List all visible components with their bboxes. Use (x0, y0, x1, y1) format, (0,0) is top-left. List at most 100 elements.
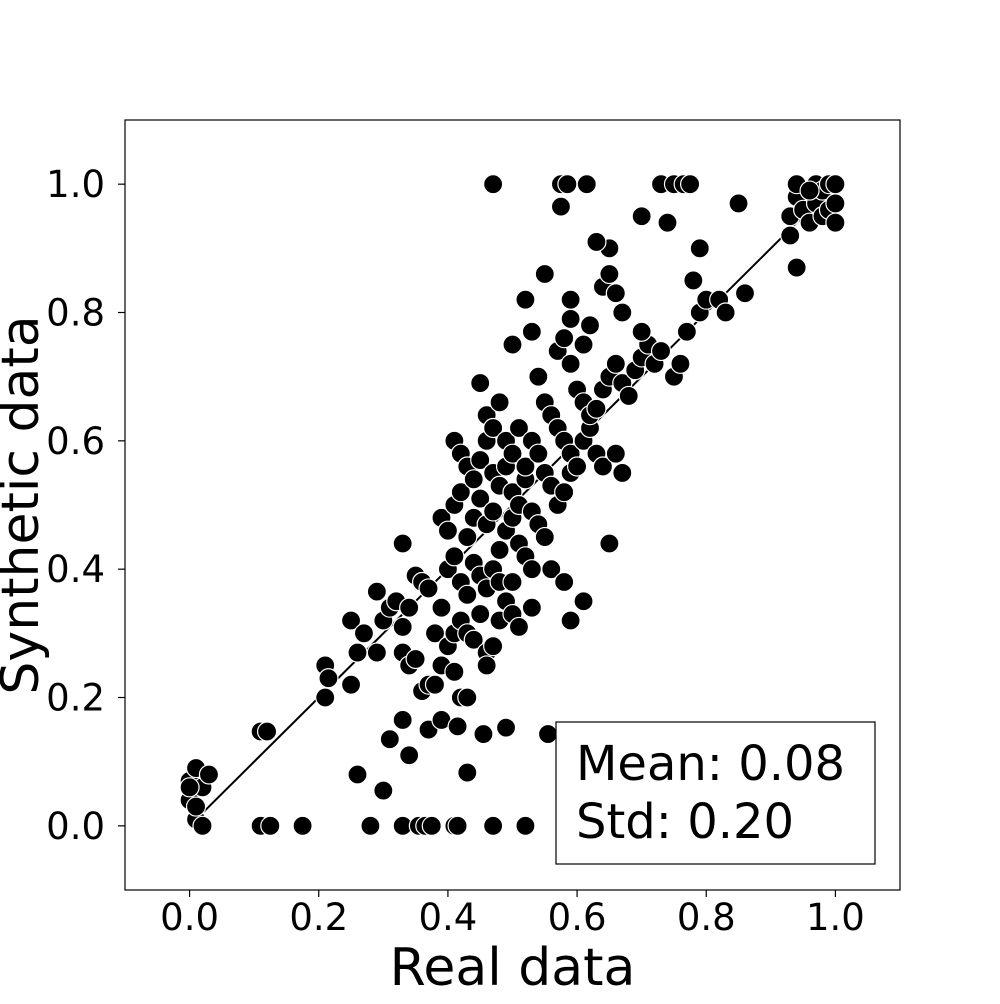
data-point (566, 456, 588, 477)
data-point (521, 321, 542, 342)
data-point (537, 723, 559, 745)
data-point (586, 398, 607, 419)
data-point (483, 815, 504, 836)
data-point (515, 456, 536, 477)
data-point (528, 443, 549, 464)
data-point (534, 526, 555, 548)
data-point (557, 174, 578, 195)
mean-label: Mean: 0.08 (576, 736, 845, 792)
data-point (573, 591, 594, 612)
data-point (366, 581, 387, 602)
data-point (689, 238, 710, 259)
data-point (592, 456, 614, 477)
data-point (366, 642, 387, 663)
data-point (431, 597, 452, 618)
data-point (576, 174, 597, 195)
data-point (502, 443, 523, 464)
data-point (405, 648, 426, 670)
data-point (470, 488, 491, 509)
data-point (541, 559, 562, 580)
y-tick-label: 0.2 (46, 677, 105, 720)
data-point (437, 520, 459, 541)
x-axis-label: Real data (390, 938, 636, 998)
x-tick-label: 0.4 (418, 896, 477, 939)
data-point (483, 636, 504, 657)
data-point (470, 449, 491, 471)
data-point (392, 709, 413, 731)
data-point (192, 815, 213, 836)
y-tick-label: 0.0 (46, 805, 105, 848)
data-point (444, 546, 465, 567)
data-point (463, 629, 484, 650)
data-point (457, 584, 478, 605)
data-point (483, 174, 504, 195)
data-point (502, 334, 523, 355)
y-tick-label: 0.4 (46, 548, 105, 591)
data-point (392, 533, 413, 554)
y-tick-label: 0.6 (46, 420, 105, 463)
data-point (521, 559, 542, 580)
data-point (470, 372, 491, 394)
data-point (379, 729, 400, 750)
data-point (560, 610, 581, 631)
plot-frame (124, 119, 901, 891)
data-point (560, 353, 581, 374)
data-point (418, 578, 439, 599)
marks-layer (179, 174, 846, 836)
data-point (508, 616, 530, 638)
data-point (353, 623, 375, 644)
data-point (734, 283, 756, 304)
data-point (373, 780, 394, 801)
data-point (676, 321, 697, 342)
data-point (618, 385, 639, 407)
data-point (457, 526, 478, 548)
data-point (473, 723, 494, 745)
data-point (318, 668, 339, 689)
data-point (256, 721, 278, 742)
x-tick-label: 1.0 (806, 896, 865, 939)
data-point (825, 212, 846, 233)
data-point (347, 642, 368, 663)
data-point (599, 263, 620, 285)
data-point (399, 745, 420, 766)
data-point (550, 196, 572, 217)
data-point (340, 674, 362, 695)
y-axis-label: Synthetic data (0, 315, 51, 694)
data-point (605, 353, 626, 374)
data-point (495, 717, 517, 738)
y-tick-label: 0.8 (46, 292, 105, 335)
data-point (447, 716, 468, 737)
data-point (612, 302, 633, 323)
data-point (560, 289, 581, 310)
data-point (799, 180, 820, 201)
data-point (179, 777, 200, 798)
data-point (421, 815, 442, 836)
data-point (424, 674, 446, 695)
data-point (392, 616, 413, 638)
data-point (450, 482, 471, 503)
data-point (554, 328, 575, 349)
std-label: Std: 0.20 (576, 794, 794, 850)
data-point (447, 815, 468, 836)
data-point (786, 257, 807, 278)
data-point (521, 597, 542, 618)
data-point (554, 571, 575, 593)
data-point (515, 289, 536, 310)
data-point (457, 687, 478, 708)
data-point (457, 762, 478, 783)
x-tick-label: 0.0 (160, 896, 219, 939)
data-point (508, 417, 530, 439)
data-point (502, 571, 523, 593)
stats-box (555, 721, 876, 865)
data-point (483, 417, 504, 439)
axes-layer: 0.0 0.2 0.4 0.6 0.8 1.0 0.0 0.2 0.4 0.6 0.8 1.0 Real… (0, 119, 901, 998)
data-point (476, 655, 497, 676)
data-point (554, 482, 575, 503)
data-point (631, 321, 652, 342)
data-point (631, 206, 652, 227)
data-point (599, 533, 620, 554)
data-point (579, 315, 601, 336)
